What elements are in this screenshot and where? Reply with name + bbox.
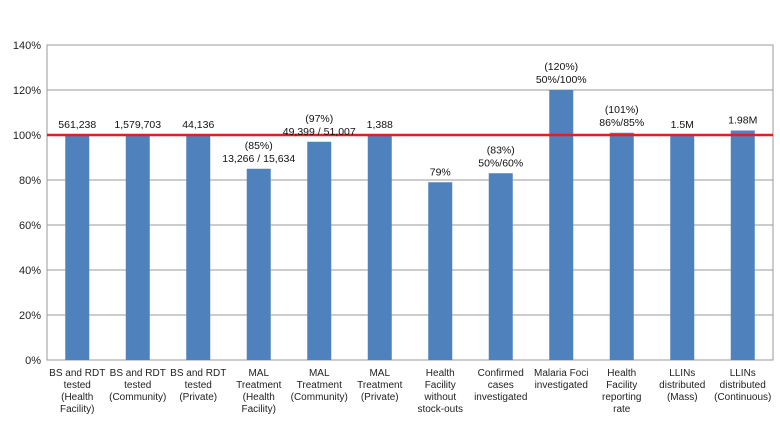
category-label: BS and RDT	[110, 368, 166, 379]
category-label: (Private)	[361, 392, 399, 403]
data-label: 13,266 / 15,634	[222, 153, 295, 165]
y-tick-label: 20%	[19, 310, 41, 322]
category-label: MAL	[369, 368, 390, 379]
y-tick-label: 40%	[19, 265, 41, 277]
category-label: investigated	[474, 392, 527, 403]
bar	[730, 130, 755, 360]
data-label: 1.5M	[671, 119, 694, 131]
bar	[670, 135, 695, 360]
category-label: Treatment	[297, 380, 342, 391]
data-label: 79%	[430, 166, 451, 178]
data-label: 44,136	[182, 119, 214, 131]
category-label: MAL	[309, 368, 330, 379]
bar	[609, 132, 634, 360]
category-label: Health	[426, 368, 455, 379]
category-label: Facility)	[60, 404, 94, 415]
data-label: (85%)	[245, 140, 273, 152]
category-label: investigated	[535, 380, 588, 391]
data-label: 50%/60%	[478, 157, 523, 169]
data-label: 49,399 / 51,007	[283, 126, 356, 138]
category-label: Facility)	[242, 404, 276, 415]
category-label: distributed	[659, 380, 705, 391]
category-label: LLINs	[669, 368, 695, 379]
y-tick-label: 100%	[13, 130, 41, 142]
category-label: (Mass)	[667, 392, 698, 403]
data-label: 561,238	[58, 119, 96, 131]
data-label: 1,579,703	[114, 119, 161, 131]
category-label: Confirmed	[478, 368, 524, 379]
category-label: tested	[124, 380, 151, 391]
data-label: 86%/85%	[599, 117, 644, 129]
y-tick-label: 140%	[13, 40, 41, 52]
plot-frame	[46, 44, 774, 361]
category-label: BS and RDT	[170, 368, 226, 379]
category-label: Treatment	[236, 380, 281, 391]
category-label: Facility	[425, 380, 456, 391]
category-label: BS and RDT	[49, 368, 105, 379]
y-tick-label: 60%	[19, 220, 41, 232]
category-label: (Continuous)	[714, 392, 771, 403]
category-label: stock-outs	[417, 404, 463, 415]
bar	[125, 135, 150, 360]
category-label: MAL	[248, 368, 269, 379]
data-label: 1,388	[367, 119, 393, 131]
data-label: 1.98M	[728, 115, 757, 127]
bar	[488, 173, 513, 360]
category-label: without	[423, 392, 456, 403]
data-label: (97%)	[305, 113, 333, 125]
category-label: (Community)	[291, 392, 348, 403]
bar	[186, 135, 211, 360]
data-label: 50%/100%	[536, 74, 587, 86]
data-label: (101%)	[605, 104, 639, 116]
bar	[367, 135, 392, 360]
category-label: cases	[488, 380, 514, 391]
category-label: Treatment	[357, 380, 402, 391]
bar	[246, 168, 271, 360]
y-tick-label: 120%	[13, 85, 41, 97]
category-label: Facility	[606, 380, 637, 391]
category-label: (Community)	[109, 392, 166, 403]
bar	[428, 182, 453, 360]
category-label: Health	[607, 368, 636, 379]
category-label: tested	[64, 380, 91, 391]
bar	[307, 141, 332, 360]
category-label: (Private)	[179, 392, 217, 403]
category-label: Malaria Foci	[534, 368, 588, 379]
y-tick-label: 0%	[25, 355, 41, 367]
category-label: (Health	[243, 392, 275, 403]
category-label: LLINs	[730, 368, 756, 379]
y-tick-label: 80%	[19, 175, 41, 187]
data-label: (120%)	[544, 61, 578, 73]
data-label: (83%)	[487, 144, 515, 156]
bar	[65, 135, 90, 360]
category-label: reporting	[602, 392, 641, 403]
category-label: (Health	[61, 392, 93, 403]
category-label: tested	[185, 380, 212, 391]
category-label: distributed	[720, 380, 766, 391]
bar	[549, 90, 574, 360]
category-label: rate	[613, 404, 631, 415]
